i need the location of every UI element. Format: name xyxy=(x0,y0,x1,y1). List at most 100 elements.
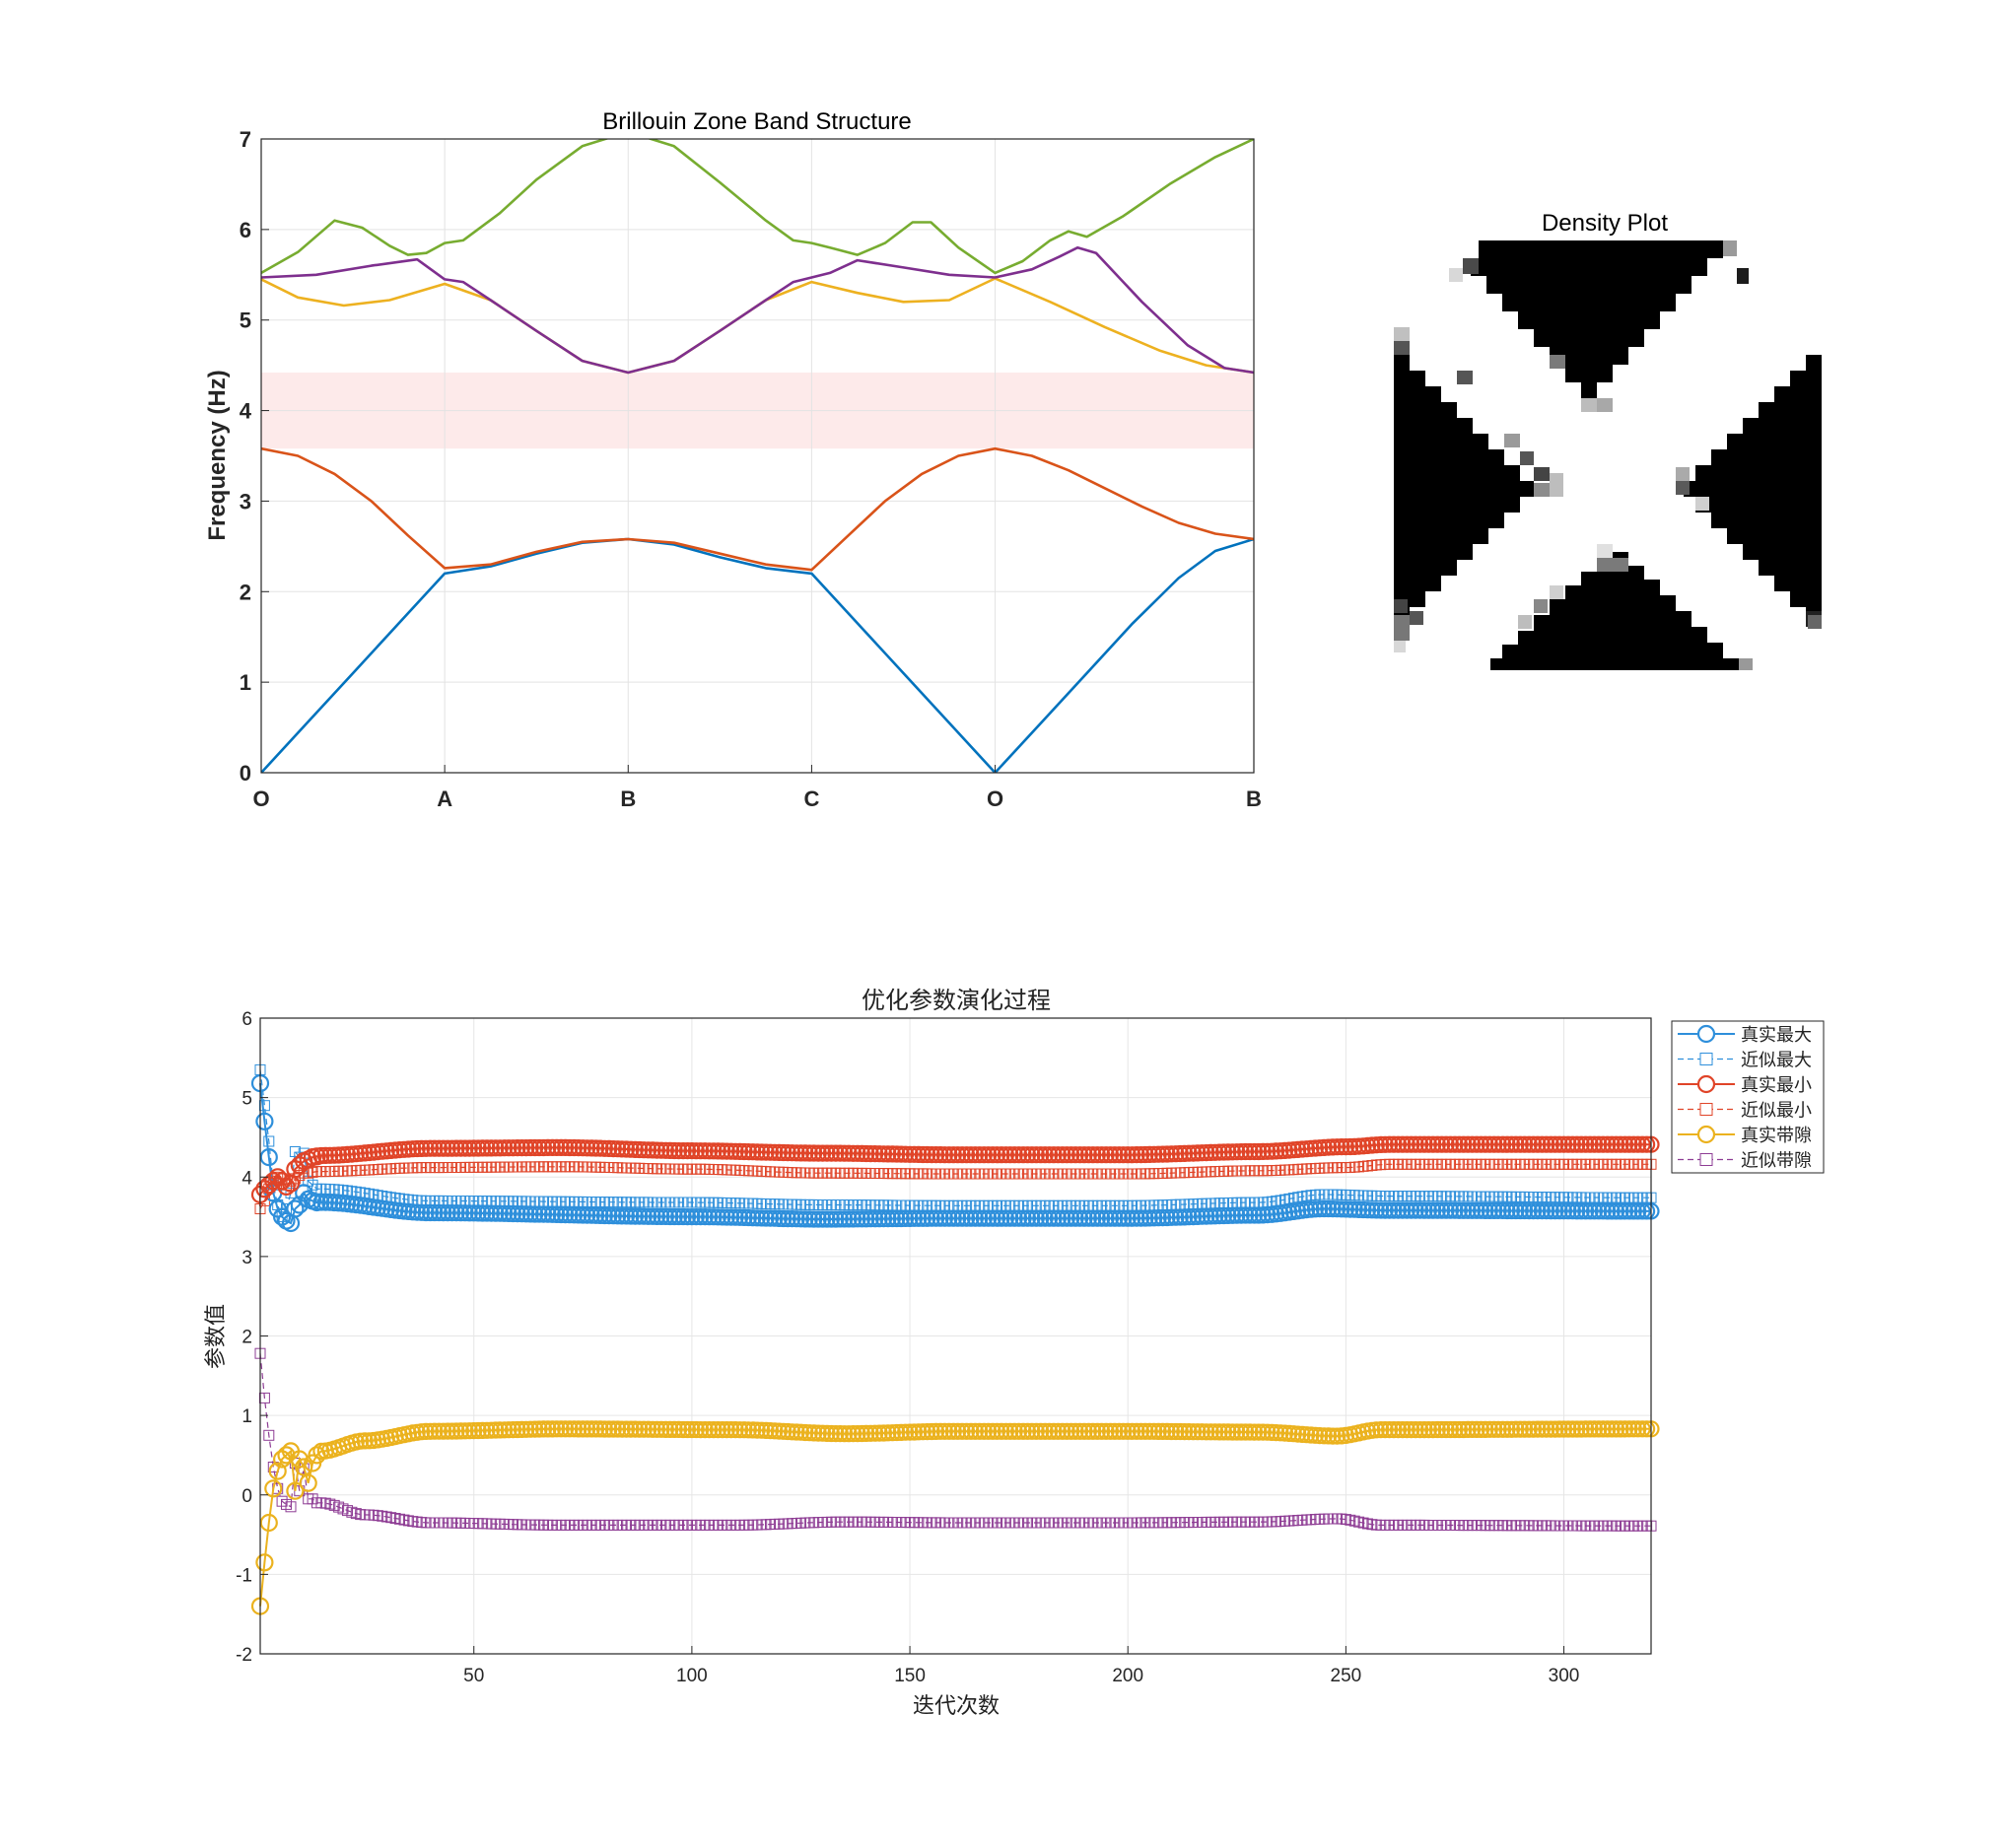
series-marker-1 xyxy=(1027,1209,1045,1227)
series-marker-1 xyxy=(1101,1209,1120,1227)
series-marker-3 xyxy=(674,1141,692,1160)
series-marker-5 xyxy=(1223,1423,1242,1441)
series-marker-5 xyxy=(1171,1422,1189,1441)
series-marker-5 xyxy=(474,1421,492,1440)
series-marker-3 xyxy=(800,1144,818,1162)
series-marker-5 xyxy=(748,1421,766,1439)
series-marker-1 xyxy=(905,1209,924,1227)
series-marker-1 xyxy=(1214,1206,1233,1225)
band-line-2 xyxy=(261,446,1254,572)
density-grey-pixel xyxy=(1676,467,1690,481)
series-marker-1 xyxy=(1372,1201,1390,1219)
series-marker-5 xyxy=(1463,1420,1482,1439)
series-marker-1 xyxy=(1551,1202,1568,1220)
series-marker-5 xyxy=(1477,1420,1494,1439)
series-marker-5 xyxy=(844,1424,863,1443)
series-marker-3 xyxy=(1551,1135,1568,1153)
series-marker-5 xyxy=(1511,1420,1529,1438)
density-top-triangle xyxy=(1471,240,1723,398)
series-marker-5 xyxy=(1045,1422,1063,1440)
series-marker-5 xyxy=(696,1420,714,1439)
series-marker-1 xyxy=(1040,1209,1059,1227)
series-marker-1 xyxy=(255,1112,274,1130)
series-marker-1 xyxy=(770,1209,789,1228)
series-marker-5 xyxy=(1232,1423,1250,1441)
legend-label-2: 近似最大 xyxy=(1741,1051,1812,1070)
series-marker-3 xyxy=(1568,1135,1586,1153)
series-marker-1 xyxy=(1009,1209,1028,1227)
series-marker-1 xyxy=(761,1209,780,1227)
legend-label-3: 真实最小 xyxy=(1741,1075,1812,1095)
series-marker-3 xyxy=(753,1143,771,1161)
series-marker-3 xyxy=(1110,1146,1129,1164)
series-marker-3 xyxy=(971,1146,989,1164)
series-marker-5 xyxy=(726,1420,744,1439)
series-marker-5 xyxy=(836,1425,854,1443)
density-grey-pixel xyxy=(1597,544,1613,558)
band-ytick-label: 7 xyxy=(240,127,251,152)
legend-marker-2 xyxy=(1699,1053,1713,1065)
series-marker-2 xyxy=(289,1146,301,1157)
series-marker-3 xyxy=(1542,1135,1559,1153)
series-marker-1 xyxy=(1115,1209,1133,1227)
band-ytick-label: 6 xyxy=(240,218,251,242)
series-marker-5 xyxy=(966,1422,985,1440)
series-marker-3 xyxy=(1259,1142,1277,1160)
series-marker-3 xyxy=(748,1143,766,1161)
series-marker-3 xyxy=(678,1141,697,1160)
series-marker-1 xyxy=(744,1209,762,1227)
series-marker-1 xyxy=(1123,1209,1141,1227)
series-marker-5 xyxy=(1594,1420,1612,1438)
series-marker-3 xyxy=(888,1145,906,1163)
series-marker-1 xyxy=(565,1206,584,1224)
series-marker-1 xyxy=(901,1209,919,1228)
opt-xtick-label: 300 xyxy=(1549,1666,1580,1686)
series-marker-1 xyxy=(726,1208,744,1226)
series-marker-1 xyxy=(914,1209,932,1227)
series-marker-6 xyxy=(263,1429,275,1441)
series-marker-5 xyxy=(888,1423,906,1442)
series-marker-3 xyxy=(513,1138,531,1157)
series-marker-1 xyxy=(971,1209,989,1227)
band-ylabel: Frequency (Hz) xyxy=(204,370,231,540)
series-marker-1 xyxy=(1419,1201,1438,1219)
series-marker-1 xyxy=(975,1209,993,1227)
series-marker-5 xyxy=(1520,1420,1538,1438)
series-marker-1 xyxy=(518,1205,535,1223)
series-marker-6 xyxy=(285,1501,297,1513)
series-marker-3 xyxy=(879,1145,897,1163)
series-marker-3 xyxy=(1063,1146,1080,1164)
series-marker-1 xyxy=(1058,1209,1075,1227)
series-marker-1 xyxy=(456,1204,474,1222)
series-marker-5 xyxy=(1198,1423,1215,1441)
series-marker-3 xyxy=(460,1139,478,1157)
series-marker-3 xyxy=(583,1139,600,1157)
series-marker-3 xyxy=(539,1138,557,1157)
series-marker-3 xyxy=(730,1142,749,1161)
series-marker-1 xyxy=(957,1209,976,1227)
series-marker-5 xyxy=(1547,1420,1564,1438)
series-marker-3 xyxy=(901,1145,919,1163)
series-marker-1 xyxy=(487,1204,505,1222)
series-marker-1 xyxy=(870,1210,888,1228)
opt-xtick-label: 50 xyxy=(463,1666,484,1686)
series-marker-1 xyxy=(1463,1201,1482,1219)
opt-xtick-label: 250 xyxy=(1331,1666,1362,1686)
series-marker-5 xyxy=(862,1424,879,1442)
series-marker-5 xyxy=(674,1420,692,1439)
series-marker-1 xyxy=(1202,1207,1219,1225)
series-marker-3 xyxy=(417,1139,435,1157)
series-marker-3 xyxy=(570,1138,587,1157)
series-marker-1 xyxy=(644,1207,661,1225)
series-marker-1 xyxy=(1542,1202,1559,1220)
series-marker-3 xyxy=(1097,1146,1115,1164)
series-marker-6 xyxy=(1348,1515,1360,1527)
series-marker-3 xyxy=(1254,1142,1272,1161)
series-marker-5 xyxy=(268,1462,287,1480)
series-marker-5 xyxy=(456,1422,474,1440)
series-marker-5 xyxy=(613,1420,631,1438)
series-marker-1 xyxy=(1389,1201,1408,1219)
band-structure-axes: 0 1 2 3 4 5 6 7 O A B C O B Brillouin Zone Band Struc… xyxy=(204,108,1262,811)
series-marker-5 xyxy=(910,1423,928,1441)
